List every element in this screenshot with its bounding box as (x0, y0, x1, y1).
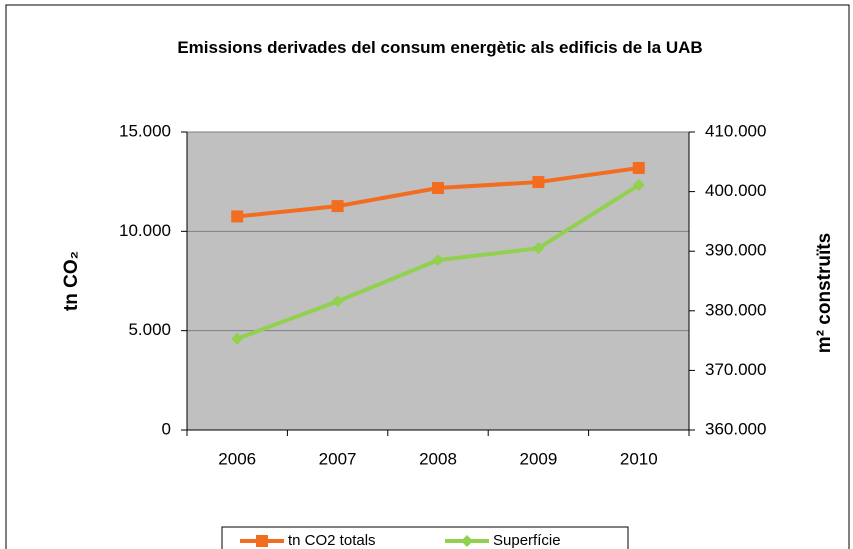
x-tick-label: 2008 (419, 449, 457, 468)
y-tick-label: 5.000 (128, 320, 171, 339)
y2-tick-label: 380.000 (705, 300, 766, 319)
plot-area (187, 132, 689, 430)
legend-swatch-marker (461, 535, 473, 547)
y-axis-label: tn CO₂ (61, 251, 82, 311)
y2-tick-label: 370.000 (705, 360, 766, 379)
legend-box (221, 526, 629, 549)
x-tick-label: 2006 (218, 449, 256, 468)
data-point (632, 161, 645, 174)
y-tick-label: 15.000 (119, 121, 171, 140)
x-tick-label: 2010 (620, 449, 658, 468)
data-point (432, 182, 444, 195)
data-point (231, 332, 244, 345)
data-point (331, 200, 344, 213)
data-point (532, 242, 545, 255)
legend-swatch-marker (256, 535, 268, 547)
data-point (532, 176, 545, 189)
data-point (331, 295, 344, 308)
y2-axis-label: m² construïts (814, 233, 835, 353)
y2-tick-label: 360.000 (705, 419, 766, 438)
data-point (632, 179, 645, 192)
y-tick-label: 10.000 (119, 221, 171, 240)
data-point (432, 254, 444, 267)
data-point (231, 210, 244, 223)
y-tick-label: 0 (162, 419, 171, 438)
y2-tick-label: 400.000 (705, 181, 766, 200)
x-tick-label: 2007 (319, 449, 357, 468)
legend-label: Superfície (493, 532, 561, 549)
y2-tick-label: 390.000 (705, 241, 766, 260)
legend-label: tn CO2 totals (288, 532, 376, 549)
x-tick-label: 2009 (519, 449, 557, 468)
chart-title: Emissions derivades del consum energètic… (177, 38, 703, 57)
y2-tick-label: 410.000 (705, 121, 766, 140)
